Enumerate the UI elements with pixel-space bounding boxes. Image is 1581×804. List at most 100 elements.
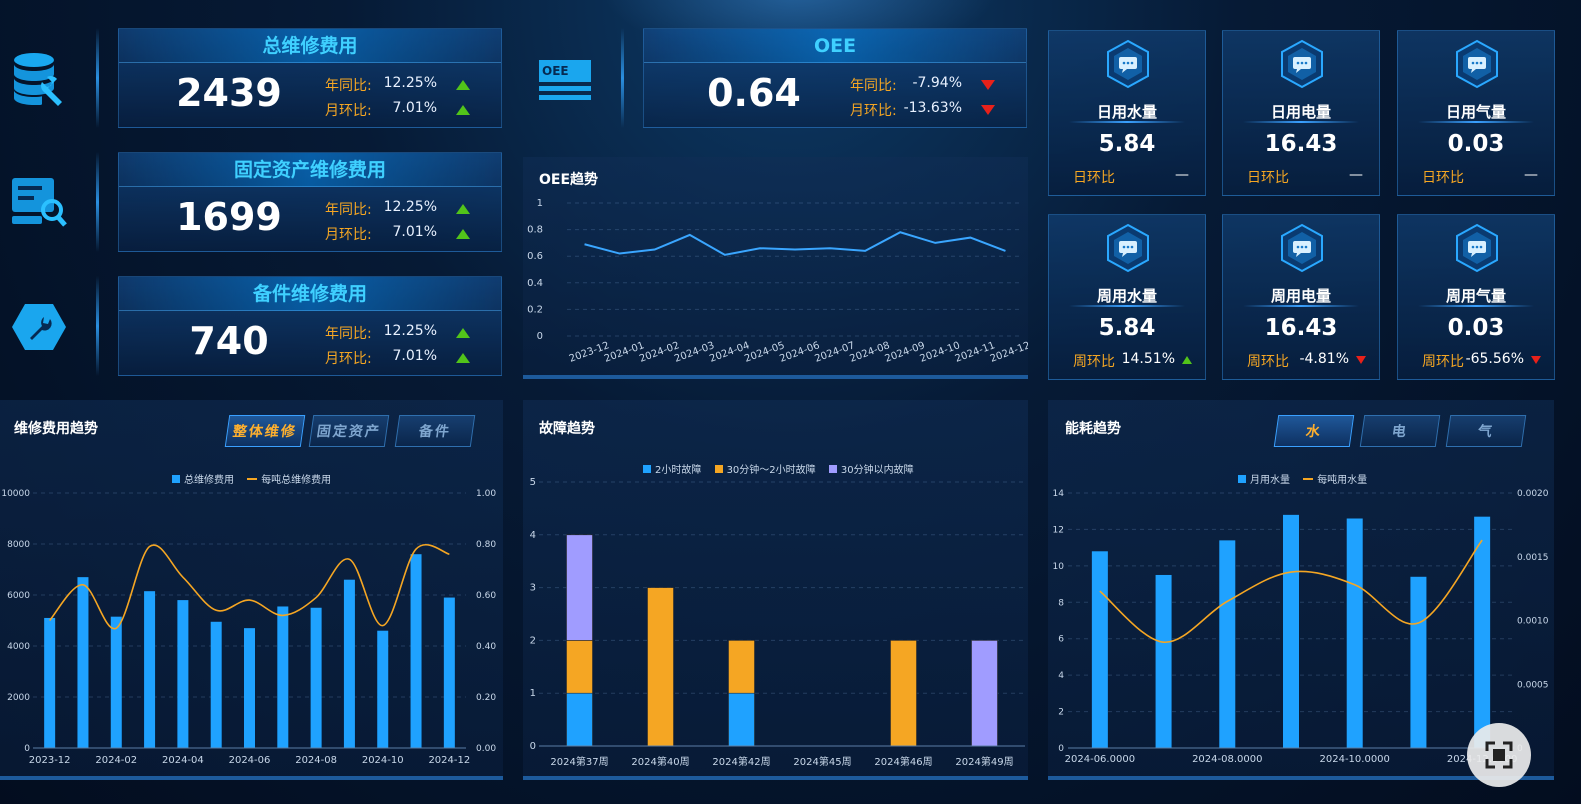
x-tick-label: 2024-02 (95, 755, 137, 766)
legend-label: 每吨总维修费用 (261, 475, 332, 486)
y2-tick-label: 0.00 (476, 744, 496, 754)
y2-tick-label: 0.20 (476, 693, 496, 703)
kpi-title: 备件维修费用 (119, 277, 501, 311)
bar (343, 579, 355, 748)
bar (1155, 574, 1172, 748)
ratio-value: — (1524, 167, 1538, 183)
bar (277, 606, 289, 748)
x-tick-label: 2024-06 (229, 755, 271, 766)
divider (1418, 121, 1534, 123)
yoy-value: -7.94% (912, 75, 962, 91)
kpi-card-total-cost: 总维修费用 2439 年同比: 12.25% 月环比: 7.01% (118, 28, 502, 128)
y-tick-label: 0.2 (527, 304, 543, 315)
bar (310, 607, 322, 748)
y-tick-label: 8000 (7, 540, 30, 550)
y-tick-label: 4 (1058, 671, 1064, 681)
bar-segment (647, 587, 674, 747)
x-tick-label: 2024-08.0000 (1192, 754, 1262, 765)
legend-label: 每吨用水量 (1317, 475, 1368, 486)
y2-tick-label: 0.0015 (1517, 553, 1549, 563)
kpi-card-fixed-asset-cost: 固定资产维修费用 1699 年同比: 12.25% 月环比: 7.01% (118, 152, 502, 252)
util-name: 日用水量 (1096, 103, 1157, 121)
x-tick-label: 2024-04 (162, 755, 204, 766)
cost-trend-chart: 0 2000 4000 6000 8000 10000 0.00 0.20 0.40 0.60 0.… (1, 489, 496, 766)
kpi-card-spare-parts-cost: 备件维修费用 740 年同比: 12.25% 月环比: 7.01% (118, 276, 502, 376)
y-tick-label: 2 (530, 635, 536, 646)
util-card-daily-water: 日用水量 5.84 日环比 — (1048, 30, 1206, 196)
y-tick-label: 14 (1053, 489, 1065, 499)
kpi-title: 固定资产维修费用 (119, 153, 501, 187)
panel-title: 维修费用趋势 (14, 421, 98, 437)
y-tick-label: 0.8 (527, 225, 543, 236)
down-arrow-icon (981, 80, 995, 90)
x-tick-label: 2024-12 (989, 340, 1028, 365)
y-tick-label: 6 (1058, 635, 1064, 645)
bar (1474, 516, 1491, 748)
panel-title: 故障趋势 (539, 421, 595, 437)
y-tick-label: 4000 (7, 642, 30, 652)
util-value: 16.43 (1264, 315, 1338, 341)
mom-value: 7.01% (392, 224, 437, 240)
mom-value: -13.63% (903, 100, 962, 116)
y-tick-label: 3 (530, 583, 536, 594)
kpi-yoy: 年同比: 12.25% (325, 199, 495, 219)
divider (1069, 121, 1185, 123)
fullscreen-button[interactable] (1467, 723, 1531, 787)
up-arrow-icon (456, 80, 470, 90)
mom-label: 月环比: (325, 103, 372, 119)
y-tick-label: 0.4 (527, 278, 543, 289)
bar (1091, 551, 1108, 748)
y-tick-label: 1 (530, 688, 536, 699)
kpi-value: 1699 (176, 195, 282, 239)
energy-trend-chart: 0246810121400.00050.00100.00150.00202024… (1053, 489, 1549, 765)
mom-label: 月环比: (325, 227, 372, 243)
bar (144, 591, 156, 748)
x-tick-label: 2024第37周 (550, 755, 608, 768)
energy-trend-panel: 能耗趋势 水 电 气 月用水量 每吨用水量 0246810121400.0005… (1048, 400, 1554, 776)
x-tick-label: 2024-10.0000 (1320, 754, 1390, 765)
bar (110, 616, 122, 748)
bar-segment (566, 692, 593, 747)
x-tick-label: 2024-10 (362, 755, 404, 766)
util-name: 周用电量 (1270, 287, 1331, 305)
util-name: 周用气量 (1445, 287, 1506, 305)
divider (1243, 121, 1359, 123)
fullscreen-icon (1485, 741, 1513, 769)
divider (96, 276, 99, 376)
bar (443, 597, 455, 748)
oee-yoy: 年同比: -7.94% (850, 75, 1020, 95)
fault-trend-panel: 故障趋势 2小时故障 30分钟～2小时故障 30分钟以内故障 0 1 2 3 4 5 202… (523, 400, 1028, 776)
chat-hexagon-icon (1281, 223, 1323, 273)
y-tick-label: 10000 (1, 489, 30, 499)
panel-bottom-bar (523, 776, 1028, 780)
legend-label: 2小时故障 (655, 465, 702, 476)
util-name: 日用气量 (1445, 103, 1506, 121)
bar (44, 617, 56, 748)
per-ton-water-line (1099, 539, 1483, 643)
y2-tick-label: 0.40 (476, 642, 496, 652)
divider (96, 152, 99, 252)
util-value: 5.84 (1098, 131, 1156, 157)
bar-segment (566, 640, 593, 694)
chat-hexagon-icon (1456, 39, 1498, 89)
yoy-label: 年同比: (850, 78, 897, 94)
x-tick-label: 2024第45周 (793, 755, 851, 768)
legend-swatch (172, 474, 180, 483)
util-value: 0.03 (1447, 131, 1505, 157)
y-tick-label: 8 (1058, 598, 1064, 608)
up-arrow-icon (456, 229, 470, 239)
ratio-value: — (1349, 167, 1363, 183)
y-tick-label: 0 (24, 744, 30, 754)
legend-swatch (1238, 474, 1246, 483)
y2-tick-label: 0.60 (476, 591, 496, 601)
bar (177, 600, 189, 748)
y-tick-label: 12 (1053, 525, 1064, 535)
mom-value: 7.01% (392, 100, 437, 116)
oee-value: 0.64 (707, 71, 801, 115)
util-value: 5.84 (1098, 315, 1156, 341)
oee-icon: OEE (539, 60, 591, 102)
panel-title: 能耗趋势 (1065, 421, 1121, 437)
down-arrow-icon (1356, 356, 1366, 364)
x-tick-label: 2023-12 (29, 755, 71, 766)
ratio-label: 日环比 (1247, 170, 1289, 186)
